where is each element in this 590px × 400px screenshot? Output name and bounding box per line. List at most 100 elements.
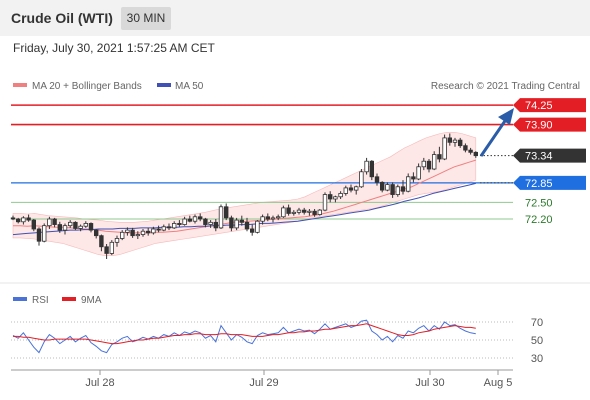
candle-59 [317, 209, 322, 216]
candle-body [109, 241, 114, 254]
candle-11 [68, 220, 73, 228]
candle-body [57, 224, 62, 231]
candle-body [187, 218, 192, 222]
legend-swatch-rsi [13, 297, 27, 301]
candle-body [421, 160, 426, 168]
candle-61 [327, 191, 333, 203]
candle-87 [463, 143, 468, 153]
candle-body [182, 218, 187, 225]
candle-body [151, 228, 156, 234]
candle-55 [296, 207, 302, 215]
candle-82 [437, 146, 442, 163]
chart-header: Crude Oil (WTI) 30 MIN [0, 0, 590, 36]
legend-swatch-ma20 [13, 83, 27, 87]
candle-83 [442, 134, 447, 161]
candle-58 [312, 209, 317, 217]
copyright: Research © 2021 Trading Central [431, 81, 580, 92]
rsi-tick-2: 30 [531, 353, 543, 365]
candle-54 [291, 210, 296, 216]
candle-body [177, 223, 182, 225]
candle-body [145, 230, 151, 234]
candle-5 [36, 227, 42, 246]
candle-19 [109, 240, 114, 256]
candle-body [301, 209, 307, 213]
candle-9 [57, 221, 62, 233]
candle-body [31, 219, 36, 230]
candle-body [473, 151, 478, 157]
candle-body [213, 221, 218, 229]
x-tick-label-2: Jul 30 [415, 377, 444, 389]
candle-body [411, 176, 416, 180]
candle-42 [229, 215, 234, 232]
candle-46 [249, 224, 255, 236]
candle-30 [166, 223, 172, 231]
candle-41 [223, 203, 229, 221]
candle-72 [385, 182, 390, 192]
candle-8 [52, 217, 57, 228]
candle-79 [421, 157, 426, 171]
candle-31 [171, 221, 177, 229]
candle-body [21, 217, 26, 223]
candle-body [73, 221, 78, 229]
candle-10 [62, 223, 68, 235]
candle-body [364, 160, 369, 173]
legend-swatch-ma50 [157, 83, 171, 87]
candlesticks [10, 133, 478, 259]
legend-ma20: MA 20 + Bollinger Bands [32, 81, 142, 92]
level-label-0: 74.25 [525, 100, 553, 112]
forecast-arrow [479, 108, 514, 157]
forecast-arrow-shaft [479, 117, 509, 157]
candle-0 [10, 215, 16, 221]
level-label-5: 72.20 [525, 214, 553, 226]
level-lines [11, 104, 513, 220]
candle-17 [99, 234, 104, 252]
candle-1 [15, 217, 21, 224]
candle-body [135, 234, 140, 237]
candle-33 [182, 216, 187, 226]
candle-body [374, 176, 380, 183]
candle-body [62, 225, 68, 231]
candle-body [171, 223, 177, 229]
candle-28 [156, 225, 161, 233]
candle-14 [83, 221, 88, 228]
candle-body [431, 154, 437, 170]
instrument-title: Crude Oil (WTI) [11, 10, 113, 26]
x-tick-label-0: Jul 28 [85, 377, 114, 389]
candle-60 [322, 192, 328, 212]
candle-body [203, 218, 208, 225]
candle-73 [390, 182, 395, 198]
forecast-arrow-head [498, 108, 514, 125]
candle-body [218, 206, 224, 229]
rsi-tick-0: 70 [531, 317, 543, 329]
candle-56 [301, 207, 307, 215]
x-axis: Jul 28 Jul 29 Jul 30 Aug 5 [85, 370, 512, 389]
candle-85 [452, 137, 458, 147]
rsi-grid: 70 50 30 [11, 317, 543, 365]
candle-body [390, 184, 395, 195]
candle-49 [265, 213, 270, 222]
candle-69 [369, 160, 374, 181]
candle-body [229, 217, 234, 229]
candle-body [94, 229, 99, 237]
candle-body [42, 225, 47, 242]
candle-70 [374, 173, 380, 186]
interval-badge[interactable]: 30 MIN [121, 7, 171, 30]
candle-body [395, 186, 400, 195]
candle-body [369, 160, 374, 178]
candle-77 [411, 172, 416, 183]
candle-75 [400, 180, 406, 195]
level-label-2: 73.34 [525, 151, 553, 163]
candle-40 [218, 204, 224, 229]
candle-44 [239, 215, 244, 226]
candle-body [296, 209, 302, 213]
candle-32 [177, 220, 182, 227]
candle-body [385, 184, 390, 191]
candle-body [322, 194, 328, 211]
candle-57 [307, 209, 312, 216]
candle-22 [125, 227, 130, 236]
candle-16 [94, 228, 99, 239]
candle-body [359, 171, 364, 188]
rsi-lines [12, 319, 476, 354]
candle-37 [203, 217, 208, 228]
candle-53 [286, 204, 291, 216]
